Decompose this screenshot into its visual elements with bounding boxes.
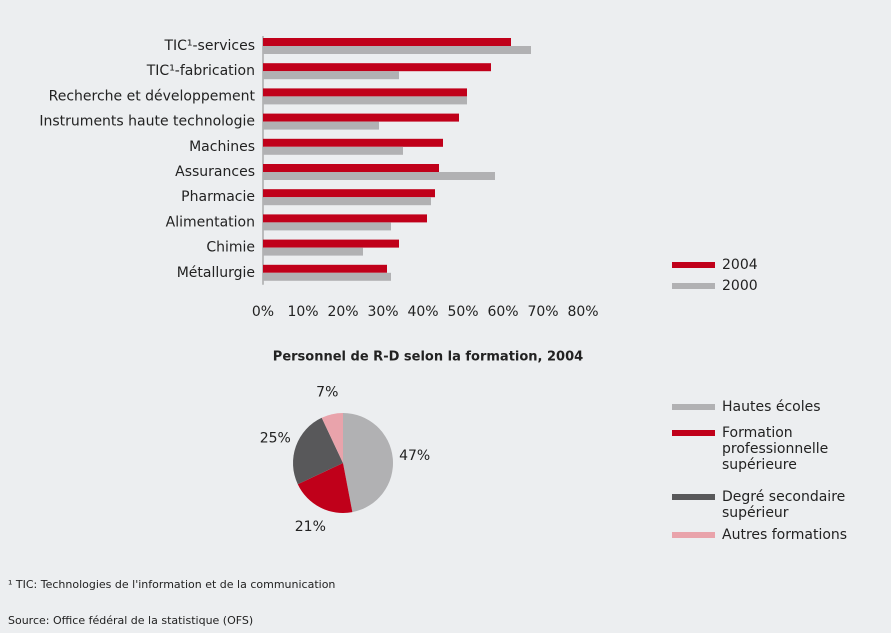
- source: Source: Office fédéral de la statistique…: [8, 614, 254, 627]
- bar: [263, 113, 459, 122]
- x-tick-label: 10%: [287, 304, 318, 320]
- y-tick-label: Instruments haute technologie: [39, 114, 255, 130]
- data-label: 47%: [399, 448, 430, 464]
- y-tick-label: Chimie: [206, 240, 255, 256]
- legend-label: Formation professionnelle supérieure: [722, 425, 829, 473]
- pie-title: Personnel de R-D selon la formation, 200…: [273, 350, 583, 365]
- bar: [263, 272, 391, 281]
- pie-slice: [292, 417, 343, 485]
- y-tick-label: TIC¹-fabrication: [146, 63, 255, 79]
- bar: [263, 172, 495, 180]
- bar: [263, 121, 379, 130]
- x-tick-label: 0%: [252, 304, 274, 320]
- bar: [263, 71, 399, 80]
- bar: [263, 239, 399, 248]
- y-tick-label: Métallurgie: [177, 265, 255, 281]
- bar: [263, 189, 435, 198]
- bar: [263, 38, 511, 46]
- x-tick-label: 60%: [487, 304, 518, 320]
- bar: [263, 164, 439, 172]
- bar: [263, 222, 391, 231]
- y-tick-label: Assurances: [175, 164, 255, 180]
- data-label: 7%: [316, 385, 338, 401]
- x-tick-label: 80%: [567, 304, 598, 320]
- bar: [263, 138, 443, 147]
- y-tick-label: Machines: [189, 139, 255, 155]
- bar: [263, 96, 467, 105]
- x-tick-label: 30%: [367, 304, 398, 320]
- x-tick-label: 70%: [527, 304, 558, 320]
- x-tick-label: 40%: [407, 304, 438, 320]
- data-label: 25%: [260, 431, 291, 447]
- bar: [263, 197, 431, 206]
- pie-slice: [297, 463, 353, 513]
- legend-label: 2004: [722, 257, 758, 273]
- data-label: 21%: [295, 519, 326, 535]
- y-tick-label: Recherche et développement: [49, 88, 256, 104]
- legend-label: 2000: [722, 278, 758, 294]
- bar: [263, 46, 531, 54]
- legend-label: Hautes écoles: [722, 399, 821, 415]
- footnote: ¹ TIC: Technologies de l'information et …: [8, 578, 336, 591]
- x-tick-label: 20%: [327, 304, 358, 320]
- bar: [263, 88, 467, 97]
- y-tick-label: Pharmacie: [181, 189, 255, 205]
- bar: [263, 146, 403, 155]
- bar: [263, 264, 387, 273]
- bar: [263, 247, 363, 256]
- pie-slice: [321, 413, 343, 463]
- legend-label: Degré secondaire supérieur: [722, 489, 846, 521]
- bar: [263, 214, 427, 223]
- pie-slice: [343, 413, 394, 513]
- bar: [263, 63, 491, 72]
- y-tick-label: Alimentation: [166, 214, 255, 230]
- legend-label: Autres formations: [722, 527, 848, 543]
- x-tick-label: 50%: [447, 304, 478, 320]
- y-tick-label: TIC¹-services: [163, 38, 255, 54]
